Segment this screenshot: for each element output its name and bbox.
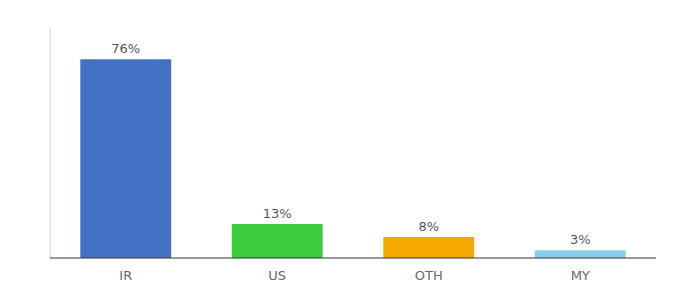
x-tick-label: MY [571,268,590,283]
x-axis-line [50,258,656,259]
bar [383,237,474,258]
y-axis-line [50,28,51,258]
data-labels: 76% 13% 8% 3% [111,41,590,247]
chart-svg: 76% 13% 8% 3% IR US OTH MY [0,0,680,300]
x-tick-label: OTH [415,268,443,283]
bar [535,250,626,258]
data-label: 8% [418,219,439,234]
x-tick-label: IR [119,268,132,283]
data-label: 3% [570,232,591,247]
chart-container: 76% 13% 8% 3% IR US OTH MY [0,0,680,300]
bar [80,59,171,258]
bar [232,224,323,258]
x-tick-label: US [268,268,286,283]
data-label: 13% [263,206,292,221]
x-tick-labels: IR US OTH MY [119,268,590,283]
data-label: 76% [111,41,140,56]
bars [80,59,625,258]
